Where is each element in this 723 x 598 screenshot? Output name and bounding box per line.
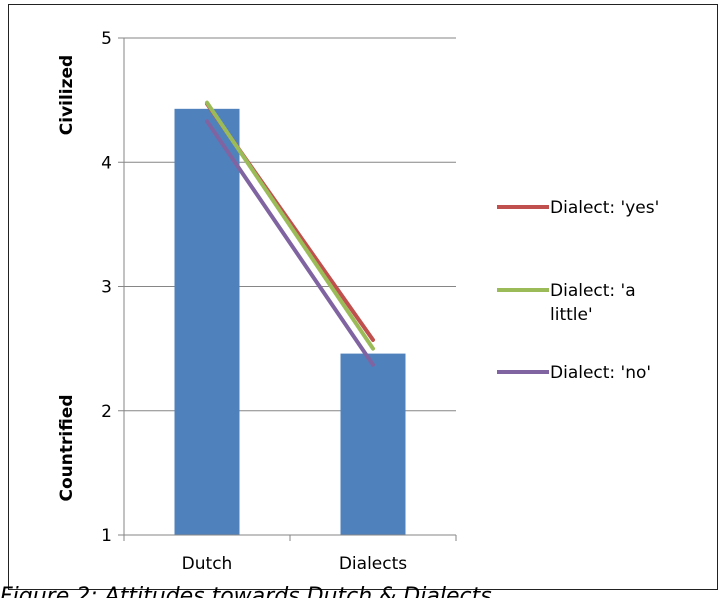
x-tick-label: Dialects <box>339 554 407 574</box>
y-tick-label: 3 <box>101 278 112 298</box>
x-tick-label: Dutch <box>182 554 233 574</box>
axes: 1 2 3 4 5 Dutch Dialects <box>101 29 457 574</box>
y-tick-label: 5 <box>101 29 112 49</box>
y-tick-label: 1 <box>101 526 112 546</box>
axis-top-label: Civilized <box>57 55 77 135</box>
legend: Dialect: 'yes' Dialect: 'a little' Dialect:… <box>497 198 659 383</box>
series-line-1 <box>205 100 375 351</box>
y-tick-label: 2 <box>101 402 112 422</box>
series-line-2 <box>205 119 375 367</box>
series-lines <box>205 100 375 367</box>
figure-caption: Figure 2: Attitudes towards Dutch & Dial… <box>0 584 492 598</box>
axis-bottom-label: Countrified <box>57 395 77 502</box>
legend-label-2: Dialect: 'no' <box>550 363 651 383</box>
bar-dialects <box>340 353 406 535</box>
legend-label-0: Dialect: 'yes' <box>550 198 659 218</box>
bars <box>174 108 406 535</box>
legend-label-1: Dialect: 'a little' <box>550 281 636 325</box>
y-tick-label: 4 <box>101 153 112 173</box>
bar-dutch <box>174 108 240 535</box>
